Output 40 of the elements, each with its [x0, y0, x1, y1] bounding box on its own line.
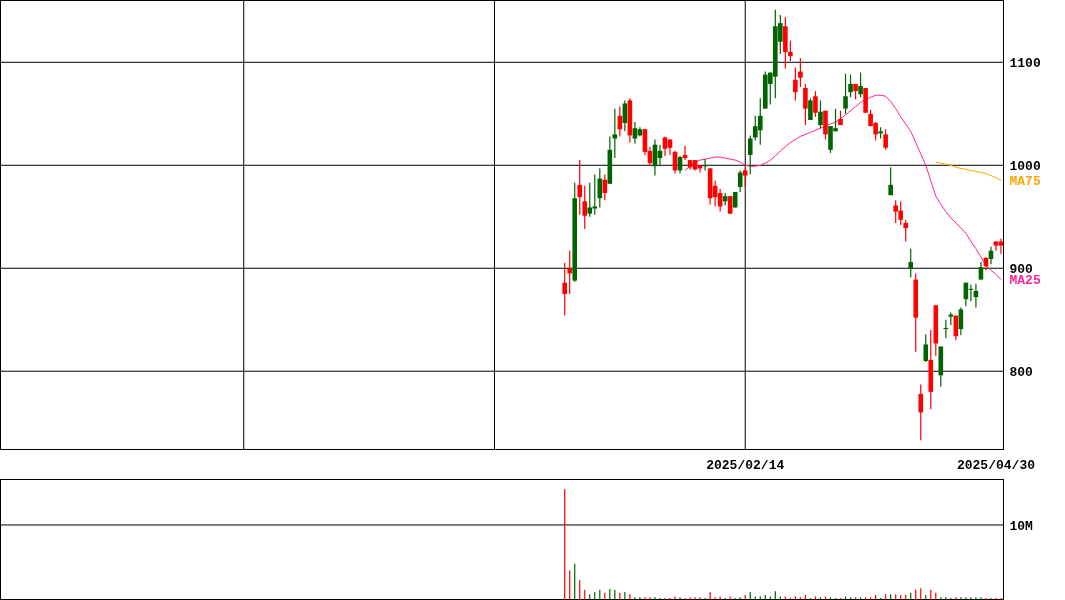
- y-tick-label: 1000: [1009, 158, 1041, 174]
- candlestick: [993, 240, 999, 252]
- y-tick-label: 10M: [1009, 518, 1034, 534]
- candlestick: [757, 97, 763, 146]
- candlestick: [737, 169, 743, 193]
- series-label: MA75: [1009, 174, 1041, 190]
- candlestick: [747, 134, 753, 176]
- candlestick: [597, 167, 603, 209]
- candlestick: [918, 384, 924, 441]
- candlestick: [923, 333, 929, 363]
- candlestick: [818, 99, 823, 129]
- candlestick: [798, 57, 803, 88]
- candlestick: [562, 262, 567, 317]
- candlestick: [823, 110, 828, 141]
- y-tick-label: 1100: [1009, 55, 1041, 71]
- candlestick: [858, 71, 863, 98]
- candlestick: [998, 237, 1004, 255]
- candlestick: [903, 219, 909, 243]
- candlestick: [662, 135, 668, 157]
- series-label: MA25: [1009, 273, 1041, 289]
- candlestick: [888, 166, 893, 196]
- candlestick: [808, 97, 813, 121]
- candlestick: [848, 74, 853, 98]
- candlestick: [908, 248, 914, 279]
- candlestick: [567, 250, 572, 295]
- candlestick: [788, 40, 793, 62]
- candlestick: [577, 159, 583, 216]
- candlestick: [587, 182, 593, 218]
- candlestick: [843, 73, 848, 115]
- candlestick: [803, 83, 808, 126]
- line-series: [684, 94, 1002, 281]
- candlestick: [813, 90, 818, 118]
- candlestick: [883, 128, 888, 151]
- candlestick: [742, 167, 748, 188]
- candlestick: [793, 66, 798, 101]
- line-series: [935, 161, 1002, 182]
- y-tick-label: 800: [1009, 364, 1034, 380]
- candlestick: [582, 185, 588, 230]
- x-tick-label: 2025/04/30: [956, 457, 1036, 473]
- x-tick-label: 2025/02/14: [706, 457, 785, 473]
